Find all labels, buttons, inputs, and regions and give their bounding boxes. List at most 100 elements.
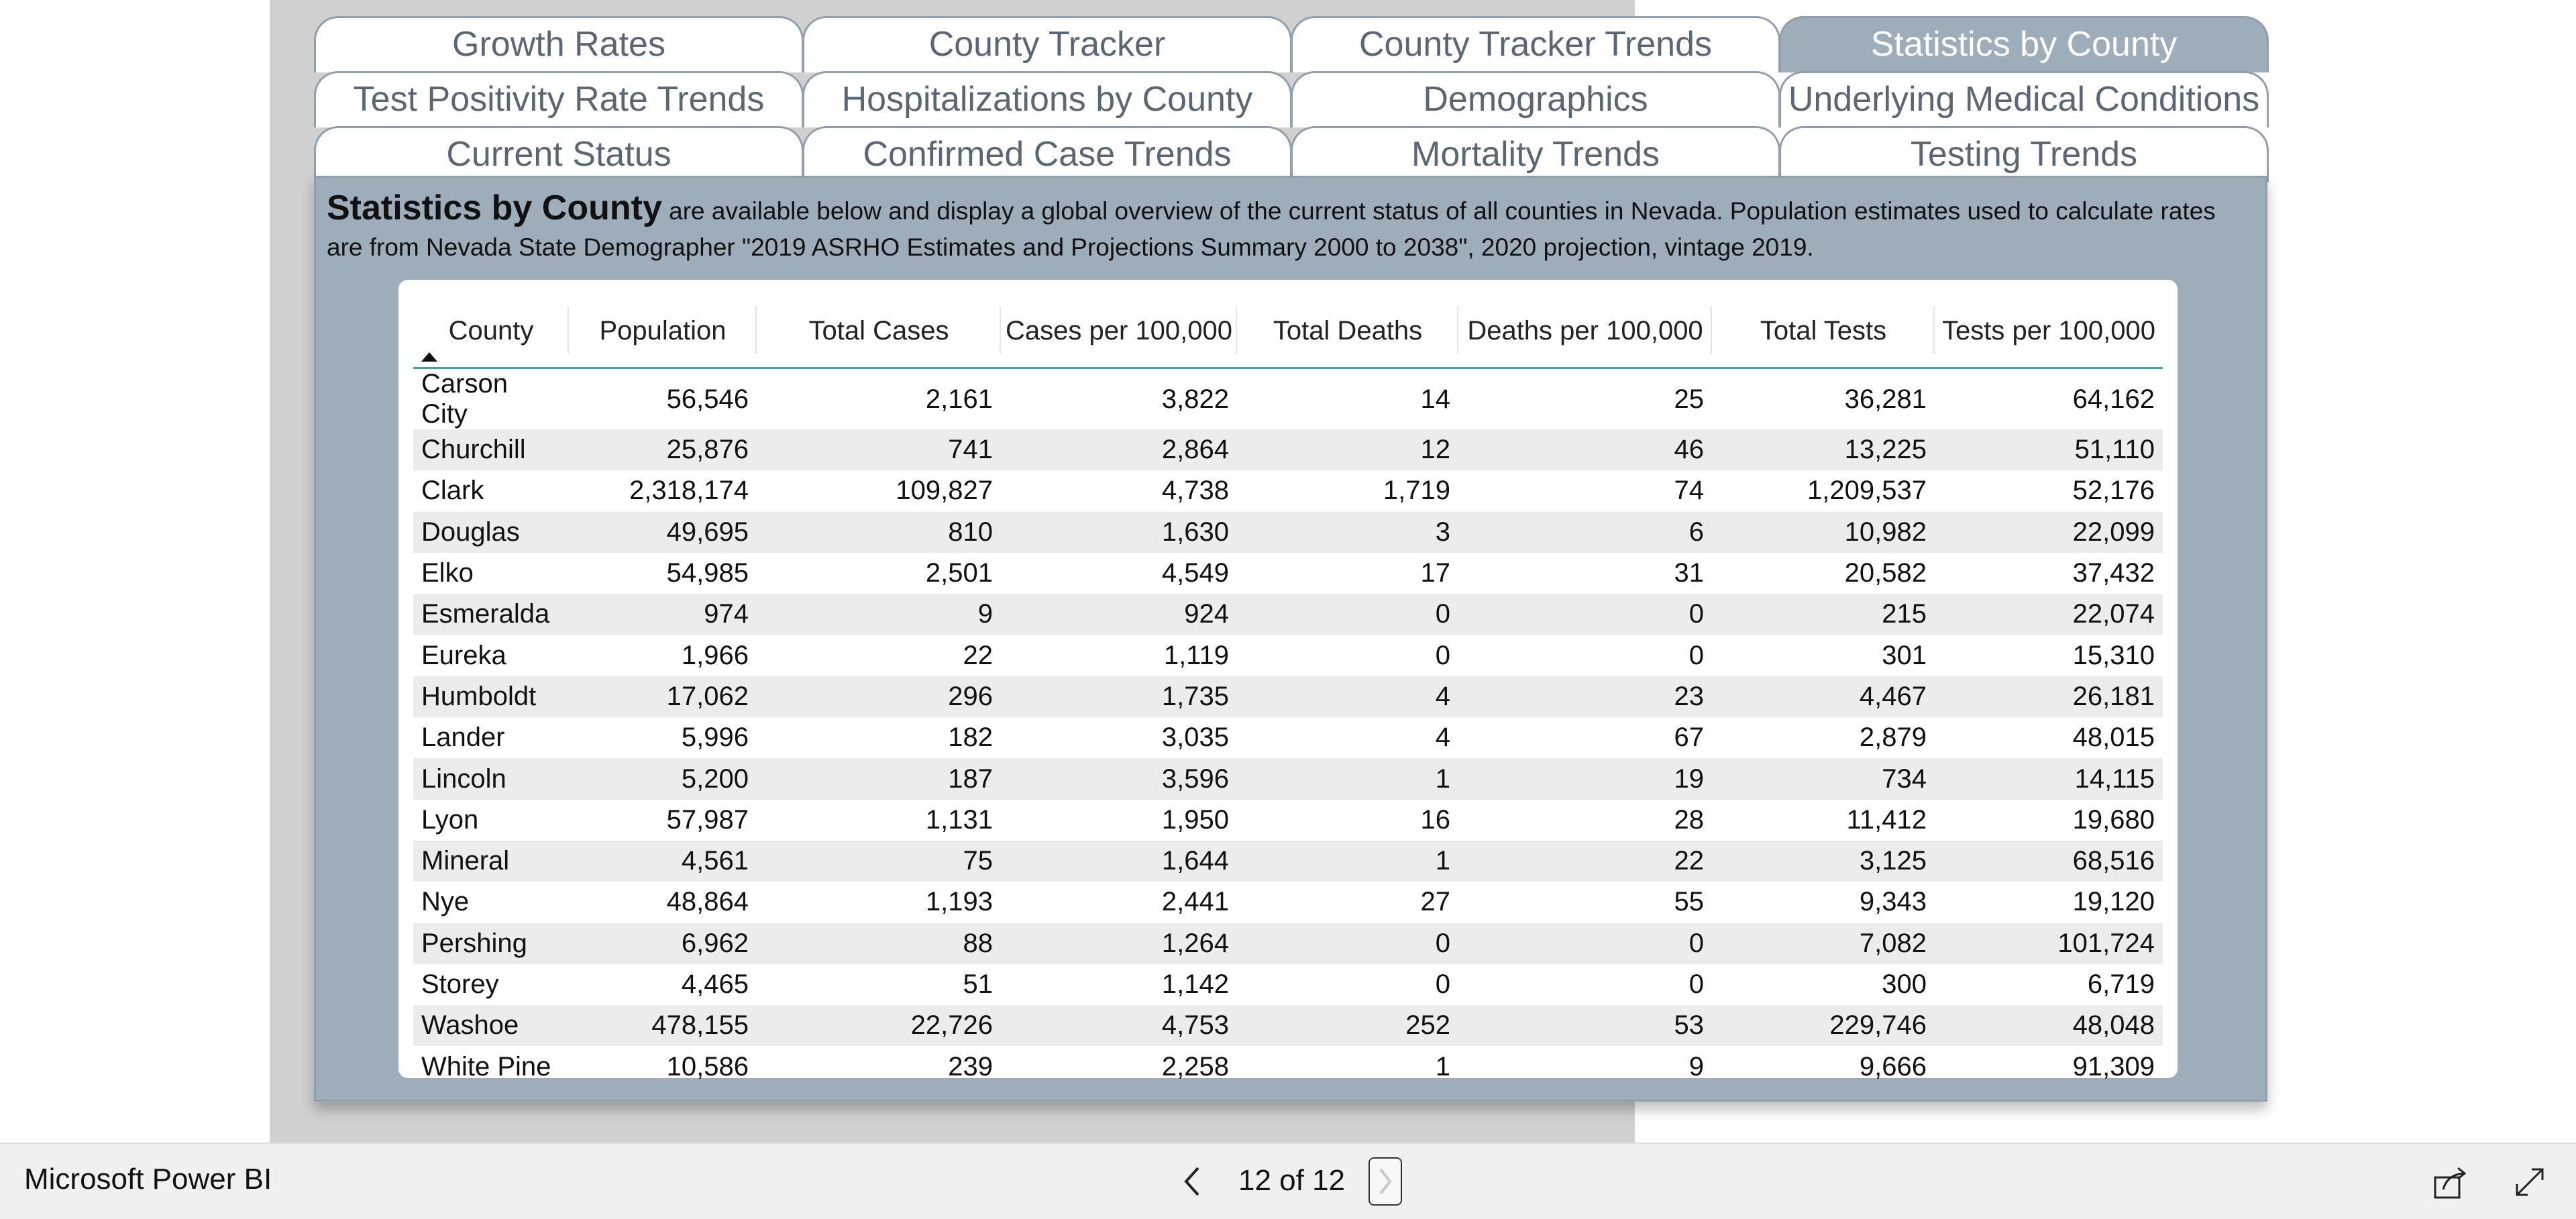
column-header-population[interactable]: Population: [569, 295, 757, 369]
value-cell: 182: [948, 723, 993, 753]
table-row[interactable]: Humboldt 17,062 296 1,735 4 23 4,467 26,181: [413, 676, 2163, 718]
value-cell: 22,099: [1935, 511, 2163, 553]
column-header-total-tests[interactable]: Total Tests: [1712, 295, 1935, 369]
value-cell: 4,465: [681, 969, 749, 999]
column-header-label: Tests per 100,000: [1942, 315, 2155, 346]
value-cell: 10,982: [1712, 511, 1935, 553]
tab-testing-trends[interactable]: Testing Trends: [1779, 126, 2269, 182]
column-header-county[interactable]: County: [413, 295, 569, 369]
table-row[interactable]: Pershing 6,962 88 1,264 0 0 7,082 101,724: [413, 922, 2163, 964]
value-cell: 0: [1688, 640, 1704, 670]
column-divider: [1000, 307, 1001, 354]
table-row[interactable]: Douglas 49,695 810 1,630 3 6 10,982 22,099: [413, 511, 2163, 553]
content-panel: Statistics by County are available below…: [314, 176, 2267, 1102]
value-cell: 2,441: [1161, 887, 1229, 917]
report-page: Growth Rates County Tracker County Track…: [270, 0, 2269, 1143]
value-cell: 296: [757, 676, 1001, 718]
table-row[interactable]: Storey 4,465 51 1,142 0 0 300 6,719: [413, 964, 2163, 1005]
column-header-tests-per-100000[interactable]: Tests per 100,000: [1935, 295, 2163, 369]
column-header-total-deaths[interactable]: Total Deaths: [1237, 295, 1458, 369]
page-indicator: 12 of 12: [1238, 1164, 1346, 1197]
value-cell: 0: [1435, 969, 1450, 999]
value-cell: 3: [1237, 511, 1458, 553]
share-button[interactable]: [2432, 1164, 2470, 1200]
column-header-cases-per-100000[interactable]: Cases per 100,000: [1001, 295, 1237, 369]
value-cell: 67: [1674, 723, 1705, 753]
table-row[interactable]: White Pine 10,586 239 2,258 1 9 9,666 91,309: [413, 1046, 2163, 1087]
tab-confirmed-case-trends[interactable]: Confirmed Case Trends: [802, 126, 1292, 182]
table-row[interactable]: Churchill 25,876 741 2,864 12 46 13,225 51,110: [413, 429, 2163, 471]
tab-growth-rates[interactable]: Growth Rates: [314, 16, 804, 72]
value-cell: 19,120: [2072, 887, 2155, 917]
tab-county-tracker-trends[interactable]: County Tracker Trends: [1291, 16, 1780, 72]
column-header-deaths-per-100000[interactable]: Deaths per 100,000: [1458, 295, 1712, 369]
value-cell: 3,596: [1001, 758, 1237, 800]
tab-mortality-trends[interactable]: Mortality Trends: [1291, 126, 1780, 182]
table-row[interactable]: Carson City 56,546 2,161 3,822 14 25 36,281 64,…: [413, 368, 2163, 430]
value-cell: 15,310: [2072, 640, 2155, 670]
value-cell: 0: [1237, 922, 1458, 964]
column-divider: [1933, 307, 1935, 354]
table-row[interactable]: Washoe 478,155 22,726 4,753 252 53 229,746 48,0…: [413, 1005, 2163, 1047]
table-row[interactable]: Lyon 57,987 1,131 1,950 16 28 11,412 19,680: [413, 800, 2163, 841]
tab-hospitalizations-by-county[interactable]: Hospitalizations by County: [802, 71, 1292, 127]
value-cell: 48,864: [666, 887, 749, 917]
tab-statistics-by-county[interactable]: Statistics by County: [1779, 16, 2269, 72]
tab-underlying-medical-conditions[interactable]: Underlying Medical Conditions: [1779, 71, 2269, 127]
value-cell: 1,630: [1001, 511, 1237, 553]
column-header-total-cases[interactable]: Total Cases: [757, 295, 1001, 369]
value-cell: 2,879: [1859, 723, 1927, 753]
value-cell: 9: [757, 594, 1001, 635]
intro-heading: Statistics by County: [327, 189, 662, 227]
value-cell: 68,516: [1935, 840, 2163, 882]
table-row[interactable]: Nye 48,864 1,193 2,441 27 55 9,343 19,120: [413, 882, 2163, 922]
value-cell: 20,582: [1844, 558, 1927, 588]
value-cell: 1,966: [681, 640, 749, 670]
previous-page-button[interactable]: [1173, 1161, 1213, 1202]
value-cell: 1,719: [1383, 476, 1450, 506]
tab-test-positivity-rate-trends[interactable]: Test Positivity Rate Trends: [314, 71, 804, 127]
value-cell: 51: [963, 969, 994, 999]
value-cell: 2,864: [1001, 429, 1237, 471]
table-row[interactable]: Mineral 4,561 75 1,644 1 22 3,125 68,516: [413, 840, 2163, 882]
value-cell: 25: [1674, 384, 1705, 414]
county-name-cell: Esmeralda: [413, 594, 569, 635]
value-cell: 9,343: [1859, 887, 1927, 917]
table-row[interactable]: Lincoln 5,200 187 3,596 1 19 734 14,115: [413, 758, 2163, 800]
value-cell: 14,115: [1935, 758, 2163, 800]
table-row[interactable]: Eureka 1,966 22 1,119 0 0 301 15,310: [413, 635, 2163, 676]
value-cell: 101,724: [1935, 922, 2163, 964]
fullscreen-button[interactable]: [2512, 1164, 2548, 1200]
power-bi-brand[interactable]: Microsoft Power BI: [24, 1163, 272, 1196]
value-cell: 22,074: [1935, 594, 2163, 635]
tab-demographics[interactable]: Demographics: [1291, 71, 1780, 127]
column-divider: [568, 307, 569, 354]
value-cell: 49,695: [569, 511, 757, 553]
value-cell: 17,062: [569, 676, 757, 718]
sort-ascending-icon: [421, 352, 437, 362]
next-page-button[interactable]: [1368, 1157, 1402, 1206]
value-cell: 52,176: [2072, 476, 2155, 506]
value-cell: 1,644: [1001, 840, 1237, 882]
value-cell: 54,985: [666, 558, 749, 588]
value-cell: 26,181: [1935, 676, 2163, 718]
tab-current-status[interactable]: Current Status: [314, 126, 804, 182]
table-row[interactable]: Esmeralda 974 9 924 0 0 215 22,074: [413, 594, 2163, 635]
column-header-label: Total Cases: [808, 315, 949, 346]
value-cell: 5,200: [569, 758, 757, 800]
value-cell: 6,719: [2087, 969, 2155, 999]
column-divider: [1457, 307, 1458, 354]
column-divider: [1236, 307, 1237, 354]
table-row[interactable]: Lander 5,996 182 3,035 4 67 2,879 48,015: [413, 717, 2163, 758]
table-row[interactable]: Clark 2,318,174 109,827 4,738 1,719 74 1,209,5…: [413, 470, 2163, 511]
value-cell: 48,048: [1935, 1005, 2163, 1047]
table-row[interactable]: Elko 54,985 2,501 4,549 17 31 20,582 37,432: [413, 553, 2163, 594]
value-cell: 4,738: [1161, 476, 1229, 506]
column-header-label: Cases per 100,000: [1005, 315, 1232, 346]
column-divider: [755, 307, 757, 354]
value-cell: 300: [1882, 969, 1927, 999]
tab-county-tracker[interactable]: County Tracker: [802, 16, 1292, 72]
value-cell: 2,318,174: [629, 476, 749, 506]
value-cell: 1,209,537: [1807, 476, 1927, 506]
county-name-cell: Carson City: [421, 369, 508, 429]
